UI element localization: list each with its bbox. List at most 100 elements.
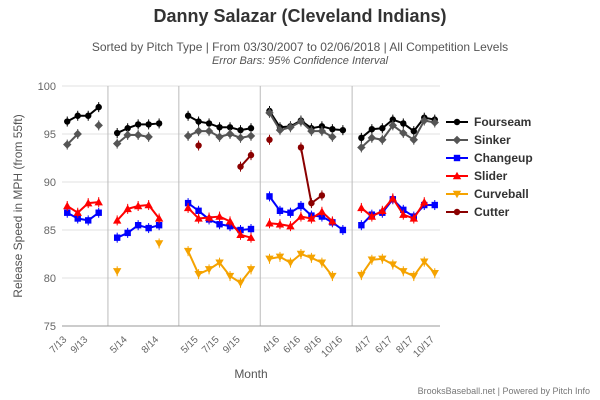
data-point: [64, 118, 71, 125]
data-point: [400, 120, 407, 127]
data-point: [339, 226, 347, 234]
data-point: [358, 134, 365, 142]
data-point: [367, 212, 377, 220]
data-point: [430, 118, 439, 127]
series-line: [187, 250, 200, 275]
data-point: [154, 240, 164, 248]
data-point: [183, 131, 193, 141]
data-point: [74, 112, 81, 119]
data-point: [144, 200, 153, 209]
y-tick-label: 90: [44, 177, 56, 189]
data-point: [123, 130, 132, 140]
data-point: [368, 126, 376, 133]
data-point: [357, 271, 366, 280]
legend-label: Slider: [474, 169, 508, 183]
x-tick-label: 5/14: [108, 334, 130, 356]
data-point: [216, 221, 223, 228]
series-line: [268, 112, 281, 131]
data-point: [95, 209, 102, 216]
data-point: [94, 197, 103, 206]
data-point: [358, 222, 365, 229]
legend-label: Changeup: [474, 151, 533, 165]
data-point: [388, 261, 398, 269]
data-point: [329, 126, 336, 133]
data-point: [275, 125, 285, 135]
data-point: [236, 279, 245, 287]
data-point: [145, 224, 152, 232]
data-point: [94, 121, 103, 130]
x-tick-label: 7/15: [200, 334, 222, 356]
data-point: [246, 266, 256, 274]
data-point: [307, 214, 316, 222]
data-point: [389, 116, 397, 123]
data-point: [247, 151, 255, 159]
data-point: [63, 140, 72, 149]
data-point: [133, 130, 143, 140]
data-point: [133, 201, 143, 210]
data-point: [155, 222, 163, 229]
data-point: [216, 124, 223, 131]
data-point: [339, 126, 347, 134]
data-point: [144, 132, 153, 142]
legend-label: Cutter: [474, 205, 510, 219]
data-point: [452, 135, 462, 145]
data-point: [287, 209, 294, 216]
y-tick-label: 75: [44, 321, 56, 333]
data-point: [308, 199, 315, 207]
x-tick-label: 5/15: [179, 334, 201, 356]
x-tick-label: 8/14: [140, 334, 162, 356]
data-point: [204, 266, 214, 274]
data-point: [247, 125, 255, 132]
data-point: [236, 133, 245, 143]
y-tick-label: 100: [38, 81, 56, 93]
data-point: [431, 201, 438, 209]
data-point: [307, 254, 316, 263]
data-point: [307, 126, 316, 136]
data-point: [453, 118, 461, 126]
series-line: [412, 120, 426, 141]
data-point: [265, 255, 274, 263]
x-tick-label: 4/16: [261, 334, 283, 356]
data-point: [420, 116, 429, 125]
data-point: [388, 194, 398, 202]
data-point: [215, 212, 224, 220]
x-tick-label: 9/15: [221, 334, 243, 356]
data-point: [297, 202, 305, 210]
data-point: [113, 234, 121, 241]
data-point: [145, 121, 152, 128]
y-tick-label: 85: [44, 225, 56, 237]
data-point: [124, 229, 131, 237]
data-point: [276, 207, 284, 214]
data-point: [225, 129, 235, 139]
data-point: [297, 144, 305, 151]
data-point: [296, 212, 306, 220]
data-point: [124, 125, 131, 132]
data-point: [453, 208, 461, 216]
data-point: [113, 129, 121, 137]
data-point: [247, 225, 255, 233]
data-point: [367, 256, 377, 264]
data-point: [194, 214, 203, 222]
x-tick-label: 7/13: [48, 334, 70, 356]
data-point: [430, 270, 439, 278]
data-point: [286, 221, 295, 230]
data-point: [246, 131, 256, 141]
data-point: [409, 214, 418, 222]
data-point: [85, 112, 92, 119]
data-point: [379, 125, 386, 132]
data-point: [63, 201, 72, 210]
data-point: [237, 163, 244, 170]
data-point: [154, 214, 164, 222]
data-point: [195, 142, 202, 149]
data-point: [409, 135, 418, 144]
data-point: [73, 208, 82, 216]
x-tick-label: 4/17: [352, 334, 374, 356]
data-point: [317, 259, 327, 267]
data-point: [226, 124, 234, 131]
data-point: [73, 129, 82, 139]
data-point: [195, 207, 202, 214]
data-point: [184, 112, 192, 119]
x-tick-label: 10/17: [411, 334, 437, 360]
data-point: [194, 126, 203, 136]
data-point: [452, 171, 462, 180]
